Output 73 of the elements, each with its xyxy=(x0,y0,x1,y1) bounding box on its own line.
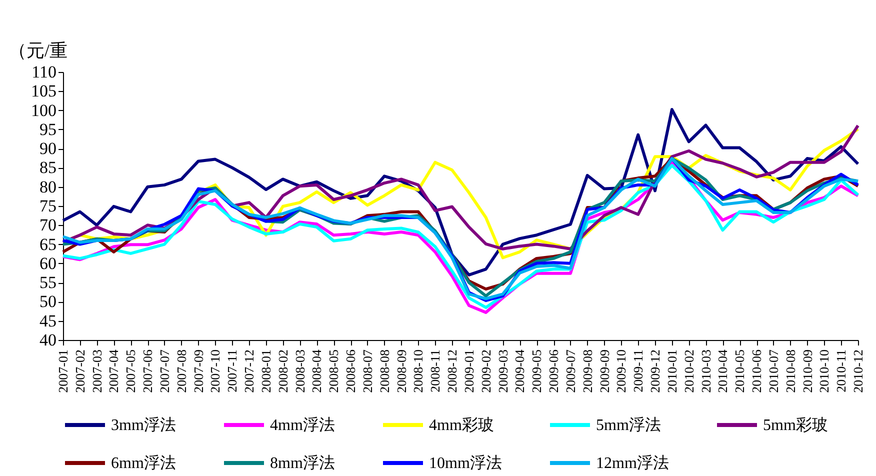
x-tick-label: 2007-11 xyxy=(224,350,240,392)
x-tick-label: 2007-12 xyxy=(242,350,257,393)
x-tick-label: 2008-05 xyxy=(326,350,342,393)
legend-label: 4mm浮法 xyxy=(270,416,335,434)
x-tick-label: 2007-06 xyxy=(140,349,156,393)
x-tick-label: 2009-11 xyxy=(630,350,646,392)
y-tick-label: 85 xyxy=(40,158,56,178)
x-tick-label: 2008-08 xyxy=(376,350,392,393)
x-tick-label: 2009-10 xyxy=(614,350,629,393)
legend-label: 5mm浮法 xyxy=(596,416,661,434)
x-tick-label: 2008-01 xyxy=(258,350,274,393)
x-tick-label: 2009-06 xyxy=(546,349,562,393)
x-tick-label: 2008-10 xyxy=(410,350,426,393)
x-tick-label: 2010-03 xyxy=(698,350,714,393)
legend-label: 10mm浮法 xyxy=(429,454,502,472)
x-tick-label: 2007-03 xyxy=(89,350,104,393)
legend-label: 5mm彩玻 xyxy=(763,416,828,434)
x-tick-label: 2010-06 xyxy=(749,349,764,393)
x-tick-label: 2010-01 xyxy=(664,350,680,393)
y-tick-label: 40 xyxy=(40,330,56,350)
y-tick-label: 100 xyxy=(31,100,56,120)
x-tick-label: 2010-07 xyxy=(766,349,781,393)
x-tick-label: 2010-12 xyxy=(850,350,866,393)
x-tick-label: 2008-12 xyxy=(444,350,460,393)
x-tick-label: 2009-01 xyxy=(461,350,476,393)
y-tick-label: 70 xyxy=(40,216,56,235)
legend-label: 6mm浮法 xyxy=(111,454,176,472)
x-tick-label: 2008-07 xyxy=(360,349,375,393)
x-tick-label: 2008-04 xyxy=(309,349,324,393)
y-tick-label: 105 xyxy=(31,82,56,101)
y-tick-label: 90 xyxy=(40,139,56,158)
y-tick-label: 95 xyxy=(40,120,56,139)
x-tick-label: 2008-02 xyxy=(275,350,290,393)
x-tick-label: 2007-01 xyxy=(56,350,70,393)
x-tick-label: 2007-05 xyxy=(123,350,138,393)
y-axis-title: （元/重 xyxy=(8,40,68,60)
x-tick-label: 2008-11 xyxy=(428,350,443,392)
x-tick-label: 2010-05 xyxy=(732,350,748,393)
y-tick-label: 80 xyxy=(40,177,56,196)
y-tick-label: 50 xyxy=(40,292,56,312)
y-tick-label: 60 xyxy=(40,254,56,273)
x-tick-label: 2009-09 xyxy=(596,350,612,393)
y-tick-label: 65 xyxy=(40,234,56,254)
y-tick-label: 75 xyxy=(40,196,56,216)
x-tick-label: 2007-10 xyxy=(208,350,223,393)
x-tick-label: 2007-08 xyxy=(174,350,189,393)
x-tick-label: 2009-07 xyxy=(562,349,578,393)
x-tick-label: 2009-03 xyxy=(495,350,510,393)
x-tick-label: 2010-09 xyxy=(800,350,815,393)
legend-label: 12mm浮法 xyxy=(596,454,669,472)
x-tick-label: 2007-07 xyxy=(156,349,172,393)
x-tick-label: 2008-06 xyxy=(343,349,358,393)
x-tick-label: 2010-04 xyxy=(715,349,730,393)
y-tick-label: 55 xyxy=(40,273,56,292)
x-tick-label: 2007-04 xyxy=(106,349,122,393)
x-tick-label: 2007-09 xyxy=(190,350,206,393)
y-tick-label: 45 xyxy=(40,311,56,330)
x-tick-label: 2009-08 xyxy=(580,350,595,393)
legend-label: 4mm彩玻 xyxy=(429,416,494,434)
x-tick-label: 2008-09 xyxy=(394,350,409,393)
x-tick-label: 2010-02 xyxy=(681,350,696,393)
x-tick-label: 2009-05 xyxy=(529,350,544,393)
y-tick-label: 110 xyxy=(32,62,56,82)
x-tick-label: 2010-10 xyxy=(816,350,832,393)
x-tick-label: 2008-03 xyxy=(292,350,308,393)
x-tick-label: 2010-11 xyxy=(834,350,849,392)
x-tick-label: 2007-02 xyxy=(72,350,88,393)
legend-label: 8mm浮法 xyxy=(270,454,335,472)
x-tick-label: 2010-08 xyxy=(782,350,798,393)
x-tick-label: 2009-04 xyxy=(512,349,528,393)
x-tick-label: 2009-02 xyxy=(478,350,494,393)
x-tick-label: 2009-12 xyxy=(648,350,663,393)
legend-label: 3mm浮法 xyxy=(111,416,176,434)
